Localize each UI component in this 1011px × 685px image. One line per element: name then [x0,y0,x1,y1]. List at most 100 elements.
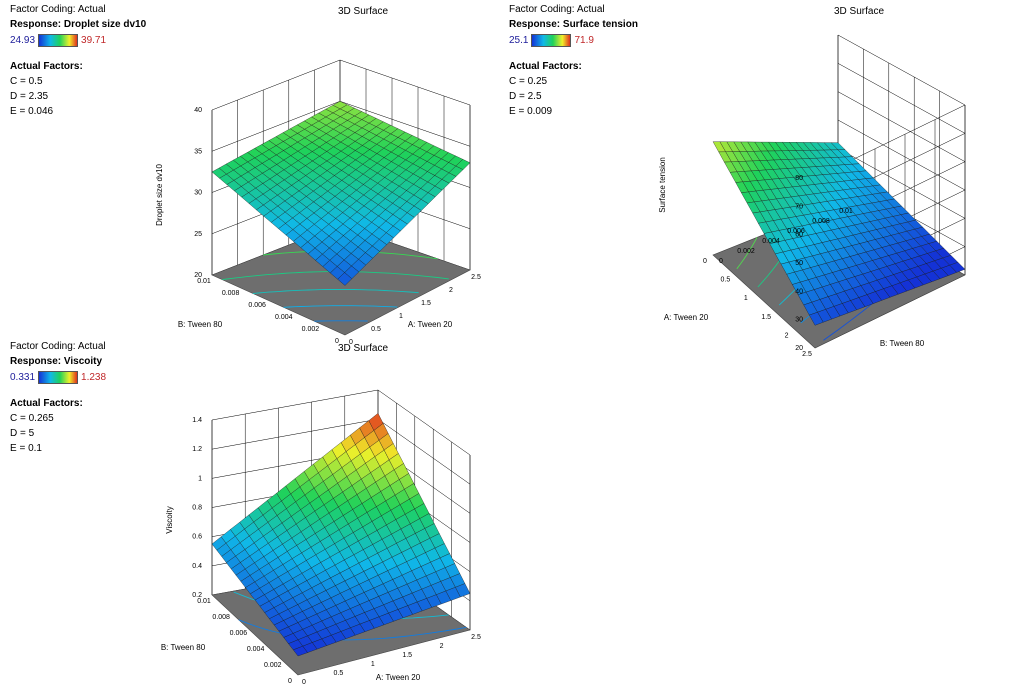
x-tick-label: 2 [440,643,444,650]
surface-cell [881,245,898,256]
surface-cell [254,594,270,607]
surface-cell [240,161,256,173]
surface-cell [812,202,827,213]
surface-cell [378,612,394,626]
surface-cell [811,212,826,223]
surface-cell [326,165,342,176]
legend-min: 25.1 [509,34,529,46]
surface-cell [377,570,393,584]
surface-cell [340,627,356,639]
surface-cell [326,623,342,636]
surface-cell [320,556,336,571]
surface-cell [856,262,872,275]
surface-cell [772,168,787,179]
surface-cell [314,504,330,520]
surface-cell [313,207,329,219]
y-axis-label: B: Tween 80 [178,320,223,329]
wall-gridline [377,564,471,631]
surface-cell [926,260,942,272]
surface-cell [798,194,813,206]
surface-cell [278,590,294,603]
surface-cell [301,546,317,561]
surface-cell [334,170,350,181]
surface-cell [885,216,901,226]
surface-cell [784,238,799,251]
surface-cell [352,503,368,519]
surface-cell [312,155,328,166]
surface-cell [328,206,343,219]
surface-cell [754,200,768,213]
surface-cell [309,496,325,512]
surface-cell [729,171,744,183]
surface-cell [851,243,867,255]
surface-cell [361,114,377,124]
surface-cell [297,155,313,166]
surface-cell [318,116,334,126]
surface-cell [792,281,807,295]
surface-cell [356,205,372,218]
surface-cell [284,206,300,219]
surface-cell [298,175,314,187]
contour-line [283,305,398,308]
surface-cell [868,279,884,292]
surface-cell [363,566,379,580]
surface-cell [356,184,371,196]
surface-cell [290,486,306,502]
z-tick-label: 1.4 [192,417,202,424]
surface-cell [277,551,293,565]
surface-cell [325,112,341,122]
surface-cell [318,489,334,505]
surface-cell [798,246,813,259]
y-tick-label: 0.006 [230,630,248,637]
y-tick-label: 0.008 [222,290,240,297]
surface-cell [889,242,906,254]
surface-cell [268,154,285,165]
surface-cell [368,413,384,431]
surface-cell [928,241,945,252]
surface-cell [221,549,236,563]
surface-cell [415,552,431,567]
surface-cell [335,600,351,613]
surface-cell [306,594,322,608]
surface-cell [325,120,341,130]
contour-line [222,271,449,281]
surface-cell [361,497,377,513]
surface-cell [333,491,348,508]
surface-cell [871,201,887,211]
surface-cell [359,600,375,613]
y-tick-label: 0.004 [247,646,265,653]
surface-cell [270,216,286,229]
surface-cell [752,211,767,224]
response-label: Response: Droplet size dv10 [10,19,147,30]
surface-cell [397,140,413,151]
response-surface [211,101,471,286]
surface-cell [826,260,841,273]
surface-cell [314,218,329,231]
surface-cell [273,602,289,615]
surface-cell [789,142,804,151]
surface-cell [261,149,277,160]
surface-cell [826,209,841,220]
surface-cell [794,269,809,283]
surface-cell [306,575,322,588]
x-tick-label: 1 [399,313,403,320]
surface-cell [425,547,441,563]
surface-cell [732,151,746,162]
surface-cell [420,561,436,577]
surface-cell [919,253,935,264]
surface-cell [375,121,391,131]
wall-gridline [211,477,379,508]
y-tick-label: 0.002 [302,326,320,333]
surface-cell [354,612,370,625]
surface-cell [257,500,273,516]
x-axis: 0 0.5 1 1.5 2 2.5 A: Tween 20 [302,634,481,685]
surface-cell [393,463,409,480]
surface-cell [333,515,349,530]
surface-cell [283,615,299,628]
surface-cell [270,205,286,218]
surface-cell [390,128,406,138]
surface-cell [425,571,441,586]
surface-cell [314,229,330,243]
surface-cell [327,196,343,208]
